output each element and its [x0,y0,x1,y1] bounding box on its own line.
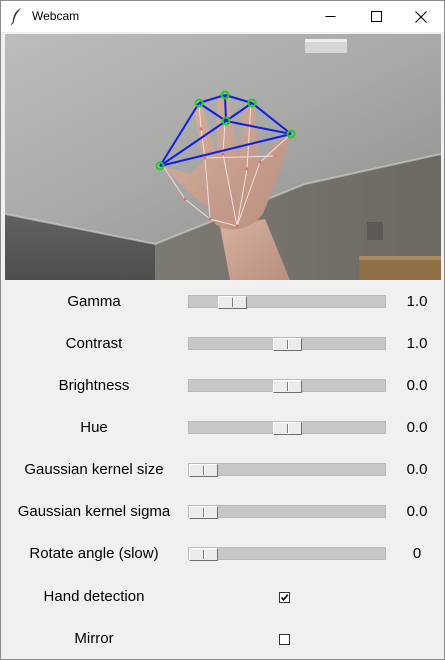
feather-icon [10,8,22,25]
checkmark-icon [280,594,289,602]
gaussian-kernel-size-slider[interactable] [188,463,386,477]
gaussian-kernel-size-row: Gaussian kernel size 0.0 [1,449,444,491]
close-icon [415,10,427,23]
mirror-row: Mirror [1,618,444,659]
gaussian-kernel-size-value: 0.0 [406,461,428,478]
gamma-value: 1.0 [406,293,428,310]
hue-row: Hue 0.0 [1,407,444,449]
brightness-value: 0.0 [406,377,428,394]
brightness-slider-thumb[interactable] [273,380,302,393]
contrast-slider-thumb[interactable] [273,338,302,351]
webcam-video-frame [5,34,441,280]
gaussian-kernel-sigma-row: Gaussian kernel sigma 0.0 [1,491,444,533]
rotate-angle-row: Rotate angle (slow) 0 [1,533,444,575]
hand-detection-checkbox[interactable] [279,592,290,603]
webcam-image [5,34,441,280]
hand-detection-row: Hand detection [1,576,444,618]
gamma-slider[interactable] [188,295,386,309]
rotate-angle-slider-thumb[interactable] [189,548,218,561]
hue-value: 0.0 [406,419,428,436]
gamma-label: Gamma [67,293,121,310]
maximize-button[interactable] [353,1,399,32]
rotate-angle-value: 0 [412,545,422,562]
hue-slider[interactable] [188,421,386,435]
contrast-slider[interactable] [188,337,386,351]
title-bar[interactable]: Webcam [1,1,444,32]
contrast-label: Contrast [65,335,123,352]
gaussian-kernel-size-slider-thumb[interactable] [189,464,218,477]
mirror-checkbox[interactable] [279,634,290,645]
gaussian-kernel-sigma-slider[interactable] [188,505,386,519]
minimize-icon [325,16,335,17]
gaussian-kernel-sigma-value: 0.0 [406,503,428,520]
minimize-button[interactable] [307,1,353,32]
brightness-row: Brightness 0.0 [1,365,444,407]
hand-detection-label: Hand detection [43,588,145,605]
gaussian-kernel-sigma-label: Gaussian kernel sigma [17,503,171,520]
gamma-slider-thumb[interactable] [218,296,247,309]
contrast-row: Contrast 1.0 [1,323,444,365]
close-button[interactable] [398,1,444,32]
maximize-icon [370,11,382,22]
gaussian-kernel-size-label: Gaussian kernel size [24,461,164,478]
brightness-label: Brightness [58,377,130,394]
gamma-row: Gamma 1.0 [1,281,444,323]
rotate-angle-slider[interactable] [188,547,386,561]
mirror-label: Mirror [74,630,114,647]
contrast-value: 1.0 [406,335,428,352]
hue-label: Hue [80,419,108,436]
rotate-angle-label: Rotate angle (slow) [29,545,159,562]
hue-slider-thumb[interactable] [273,422,302,435]
window-title: Webcam [32,9,80,23]
gaussian-kernel-sigma-slider-thumb[interactable] [189,506,218,519]
brightness-slider[interactable] [188,379,386,393]
